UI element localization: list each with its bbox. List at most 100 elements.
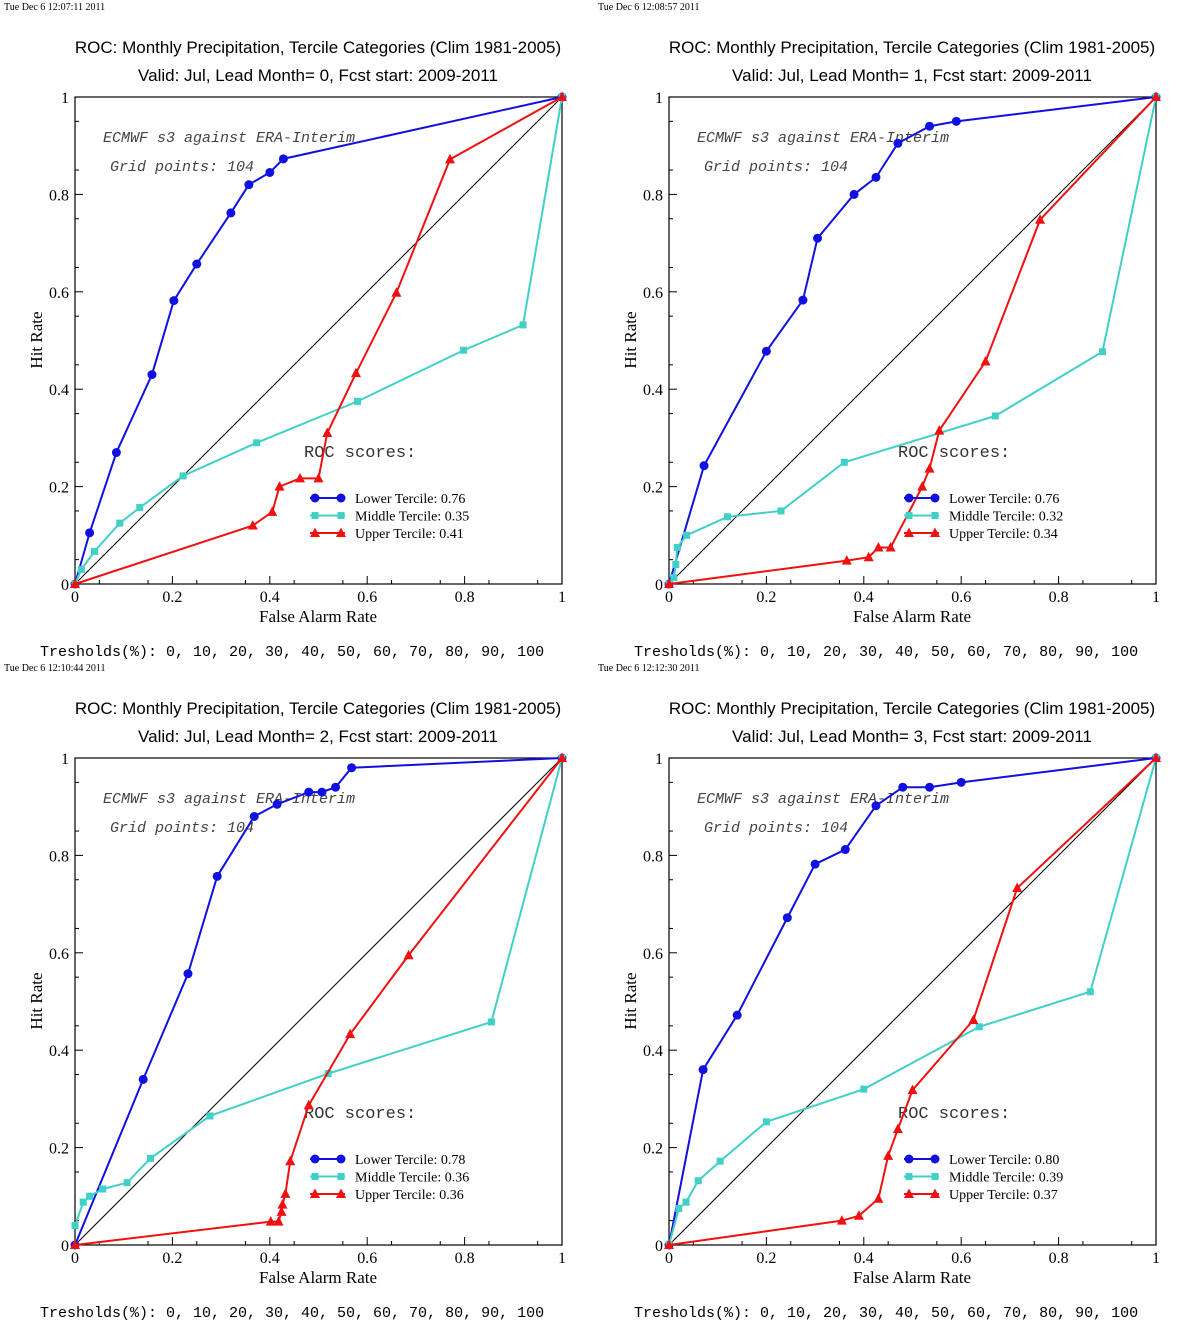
legend-middle-marker	[931, 1173, 939, 1180]
middle-tercile-point	[682, 1198, 690, 1206]
legend-upper-marker	[904, 1188, 914, 1198]
lower-tercile-point	[304, 787, 314, 797]
y-tick-label: 0.2	[49, 1141, 69, 1158]
x-tick-label: 0.8	[1049, 589, 1069, 606]
upper-tercile-point	[885, 541, 896, 552]
no-skill-diagonal	[74, 96, 563, 585]
upper-tercile-point	[273, 1216, 284, 1226]
roc-panel-lead-3: Tue Dec 6 12:12:30 2011 ROC: Monthly Prec…	[594, 661, 1187, 1322]
lower-tercile-point	[169, 296, 179, 306]
upper-tercile-point	[1151, 91, 1161, 101]
annotation-gridpoints: Grid points: 104	[704, 820, 848, 837]
upper-tercile-point	[70, 1239, 80, 1249]
upper-tercile-point	[917, 481, 928, 491]
y-tick-label: 0.6	[643, 285, 663, 302]
middle-tercile-point	[762, 1118, 770, 1126]
upper-tercile-point	[934, 425, 945, 435]
legend-middle-marker	[311, 1173, 319, 1180]
y-tick-label: 0.6	[643, 946, 663, 963]
middle-tercile-point	[672, 561, 680, 569]
legend-lower-label: Lower Tercile: 0.76	[949, 492, 1059, 507]
lower-tercile-point	[871, 801, 881, 811]
lower-tercile-point	[698, 1065, 708, 1075]
middle-tercile-point	[146, 1154, 154, 1162]
upper-tercile-point	[557, 91, 567, 101]
y-axis-label: Hit Rate	[621, 311, 640, 368]
y-tick-label: 0.2	[643, 1141, 663, 1158]
legend-upper-marker	[336, 1188, 346, 1198]
middle-tercile-point	[675, 1204, 683, 1212]
lower-tercile-point	[893, 138, 903, 148]
no-skill-diagonal	[668, 757, 1157, 1246]
y-tick-label: 0.4	[49, 1043, 69, 1060]
legend-upper-marker	[310, 527, 320, 537]
lower-tercile-point	[265, 167, 275, 177]
lower-tercile-point	[272, 799, 282, 809]
upper-tercile-point	[285, 1155, 296, 1166]
legend-middle-label: Middle Tercile: 0.32	[949, 510, 1063, 525]
roc-scores-heading: ROC scores:	[304, 444, 416, 463]
legend-lower-marker	[930, 493, 940, 503]
middle-tercile-point	[723, 513, 731, 521]
no-skill-diagonal	[668, 96, 1157, 585]
thresholds-text: Tresholds(%): 0, 10, 20, 30, 40, 50, 60,…	[40, 1305, 544, 1322]
y-tick-label: 0	[655, 577, 663, 594]
middle-tercile-line	[668, 757, 1157, 1246]
y-tick-label: 1	[61, 90, 69, 107]
upper-tercile-point	[294, 472, 305, 483]
x-axis-label: False Alarm Rate	[259, 607, 377, 626]
y-tick-label: 0.8	[49, 187, 69, 204]
upper-tercile-point	[403, 949, 414, 960]
lower-tercile-point	[925, 121, 935, 131]
x-tick-label: 0.2	[756, 589, 776, 606]
upper-tercile-point	[274, 481, 285, 491]
legend-middle-marker	[337, 1173, 345, 1180]
legend-lower-marker	[336, 493, 346, 503]
y-tick-label: 1	[655, 751, 663, 768]
lower-tercile-point	[798, 295, 808, 305]
timestamp: Tue Dec 6 12:07:11 2011	[4, 2, 105, 13]
upper-tercile-point	[313, 472, 324, 483]
upper-tercile-point	[280, 1188, 291, 1198]
upper-tercile-point	[70, 578, 80, 588]
middle-tercile-point	[673, 543, 681, 551]
upper-tercile-point	[968, 1014, 979, 1025]
legend-lower-marker	[930, 1154, 940, 1164]
chart-subtitle: Valid: Jul, Lead Month= 2, Fcst start: 2…	[138, 727, 498, 746]
middle-tercile-point	[975, 1023, 983, 1031]
middle-tercile-point	[460, 346, 468, 354]
lower-tercile-point	[761, 346, 771, 356]
x-tick-label: 0	[665, 1250, 673, 1267]
legend-upper-marker	[930, 1188, 940, 1198]
x-tick-label: 1	[1152, 589, 1160, 606]
upper-tercile-point	[303, 1099, 314, 1110]
legend-middle-marker	[931, 512, 939, 519]
legend-middle-marker	[337, 512, 345, 519]
annotation-source: ECMWF s3 against ERA-Interim	[697, 130, 949, 147]
upper-tercile-point	[276, 1206, 287, 1216]
lower-tercile-point	[898, 782, 908, 792]
annotation-gridpoints: Grid points: 104	[704, 159, 848, 176]
lower-tercile-point	[331, 782, 341, 792]
legend-upper-label: Upper Tercile: 0.41	[355, 527, 464, 542]
upper-tercile-point	[883, 1150, 894, 1160]
upper-tercile-point	[980, 355, 991, 366]
middle-tercile-point	[79, 1198, 87, 1206]
middle-tercile-point	[860, 1085, 868, 1093]
lower-tercile-point	[956, 777, 966, 787]
lower-tercile-point	[183, 969, 193, 979]
x-tick-label: 0.4	[260, 1250, 280, 1267]
legend-lower-label: Lower Tercile: 0.80	[949, 1153, 1059, 1168]
legend-lower-marker	[336, 1154, 346, 1164]
x-tick-label: 0.8	[455, 589, 475, 606]
legend-lower-label: Lower Tercile: 0.78	[355, 1153, 465, 1168]
x-tick-label: 0	[71, 589, 79, 606]
middle-tercile-point	[116, 519, 124, 527]
upper-tercile-point	[841, 555, 852, 565]
x-tick-label: 0.6	[951, 1250, 971, 1267]
x-tick-label: 0.6	[357, 1250, 377, 1267]
y-tick-label: 0.4	[643, 382, 663, 399]
middle-tercile-point	[777, 507, 785, 515]
thresholds-text: Tresholds(%): 0, 10, 20, 30, 40, 50, 60,…	[634, 644, 1138, 661]
timestamp: Tue Dec 6 12:12:30 2011	[598, 663, 699, 674]
